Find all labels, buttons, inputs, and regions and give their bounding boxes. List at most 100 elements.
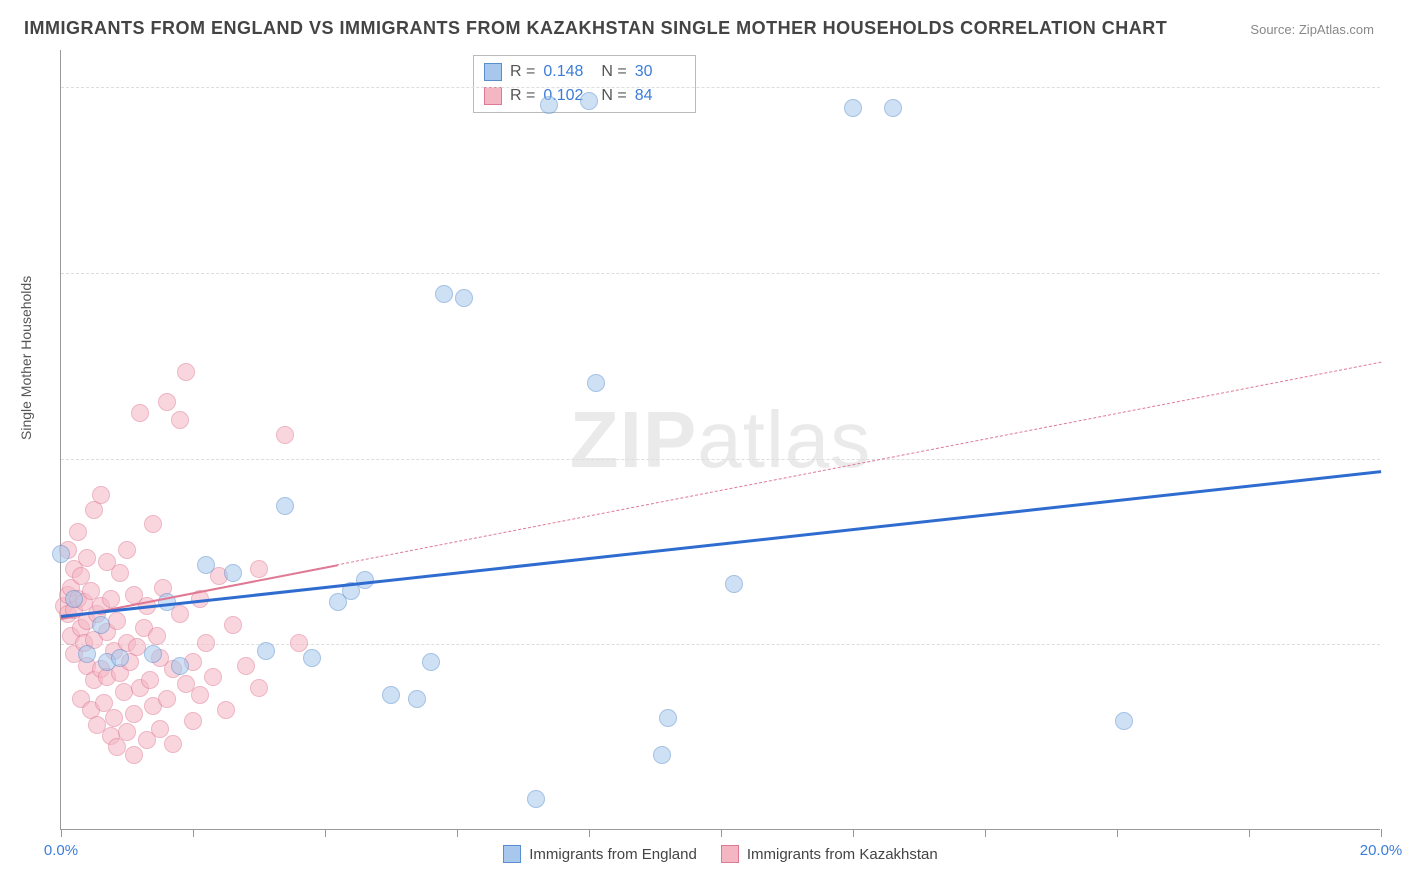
x-tick [457, 829, 458, 837]
england-point [52, 545, 70, 563]
gridline [61, 273, 1380, 274]
england-point [224, 564, 242, 582]
england-point [659, 709, 677, 727]
england-point [92, 616, 110, 634]
england-point [1115, 712, 1133, 730]
x-tick [1117, 829, 1118, 837]
kazakhstan-point [118, 541, 136, 559]
kazakhstan-point [184, 712, 202, 730]
england-point [884, 99, 902, 117]
kazakhstan-point [108, 612, 126, 630]
england-point [422, 653, 440, 671]
x-tick [325, 829, 326, 837]
kazakhstan-point [276, 426, 294, 444]
swatch-england [503, 845, 521, 863]
kazakhstan-point [151, 720, 169, 738]
kazakhstan-point [197, 634, 215, 652]
kazakhstan-point [92, 486, 110, 504]
kazakhstan-point [78, 549, 96, 567]
chart-title: IMMIGRANTS FROM ENGLAND VS IMMIGRANTS FR… [24, 18, 1167, 39]
england-point [587, 374, 605, 392]
kazakhstan-point [290, 634, 308, 652]
england-point [540, 96, 558, 114]
kazakhstan-point [111, 564, 129, 582]
kazakhstan-point [164, 735, 182, 753]
y-tick-label: 20.0% [1390, 79, 1406, 96]
legend-item-kazakhstan: Immigrants from Kazakhstan [721, 845, 938, 863]
england-point [197, 556, 215, 574]
kazakhstan-point [250, 679, 268, 697]
kazakhstan-point [102, 590, 120, 608]
kazakhstan-point [148, 627, 166, 645]
england-point [276, 497, 294, 515]
trend-england [61, 470, 1381, 618]
n-label: N = [601, 60, 626, 84]
y-tick-label: 15.0% [1390, 264, 1406, 281]
kazakhstan-point [128, 638, 146, 656]
stats-row-england: R = 0.148 N = 30 [484, 60, 685, 84]
gridline [61, 87, 1380, 88]
england-point [527, 790, 545, 808]
r-label: R = [510, 60, 535, 84]
legend-item-england: Immigrants from England [503, 845, 697, 863]
gridline [61, 459, 1380, 460]
x-tick [1249, 829, 1250, 837]
england-point [257, 642, 275, 660]
kazakhstan-point [177, 363, 195, 381]
x-tick [589, 829, 590, 837]
legend-label-england: Immigrants from England [529, 846, 697, 863]
watermark: ZIPatlas [570, 394, 871, 486]
bottom-legend: Immigrants from England Immigrants from … [61, 845, 1380, 863]
england-point [844, 99, 862, 117]
x-tick [721, 829, 722, 837]
kazakhstan-point [191, 686, 209, 704]
kazakhstan-point [204, 668, 222, 686]
source-link[interactable]: ZipAtlas.com [1299, 22, 1374, 37]
x-tick [1381, 829, 1382, 837]
swatch-england [484, 63, 502, 81]
kazakhstan-point [144, 515, 162, 533]
england-point [78, 645, 96, 663]
kazakhstan-point [171, 411, 189, 429]
kazakhstan-point [118, 723, 136, 741]
kazakhstan-point [125, 746, 143, 764]
source-attribution: Source: ZipAtlas.com [1250, 22, 1374, 37]
england-point [144, 645, 162, 663]
x-tick [193, 829, 194, 837]
england-point [111, 649, 129, 667]
x-tick-label: 0.0% [44, 842, 78, 859]
x-tick [985, 829, 986, 837]
kazakhstan-point [131, 404, 149, 422]
england-point [455, 289, 473, 307]
england-point [65, 590, 83, 608]
kazakhstan-point [115, 683, 133, 701]
england-point [725, 575, 743, 593]
kazakhstan-point [237, 657, 255, 675]
r-value-england: 0.148 [543, 60, 593, 84]
y-tick-label: 10.0% [1390, 450, 1406, 467]
kazakhstan-point [158, 393, 176, 411]
england-point [303, 649, 321, 667]
swatch-kazakhstan [484, 87, 502, 105]
legend-label-kazakhstan: Immigrants from Kazakhstan [747, 846, 938, 863]
x-tick-label: 20.0% [1360, 842, 1403, 859]
x-tick [61, 829, 62, 837]
y-tick-label: 5.0% [1390, 636, 1406, 653]
kazakhstan-point [105, 709, 123, 727]
kazakhstan-point [125, 705, 143, 723]
england-point [580, 92, 598, 110]
england-point [171, 657, 189, 675]
swatch-kazakhstan [721, 845, 739, 863]
kazakhstan-point [141, 671, 159, 689]
kazakhstan-point [250, 560, 268, 578]
england-point [653, 746, 671, 764]
kazakhstan-point [69, 523, 87, 541]
kazakhstan-point [217, 701, 235, 719]
kazakhstan-point [158, 690, 176, 708]
england-point [382, 686, 400, 704]
source-label: Source: [1250, 22, 1295, 37]
england-point [408, 690, 426, 708]
chart-plot-area: ZIPatlas R = 0.148 N = 30 R = 0.102 N = … [60, 50, 1380, 830]
n-value-england: 30 [635, 60, 685, 84]
y-axis-label: Single Mother Households [18, 276, 34, 440]
